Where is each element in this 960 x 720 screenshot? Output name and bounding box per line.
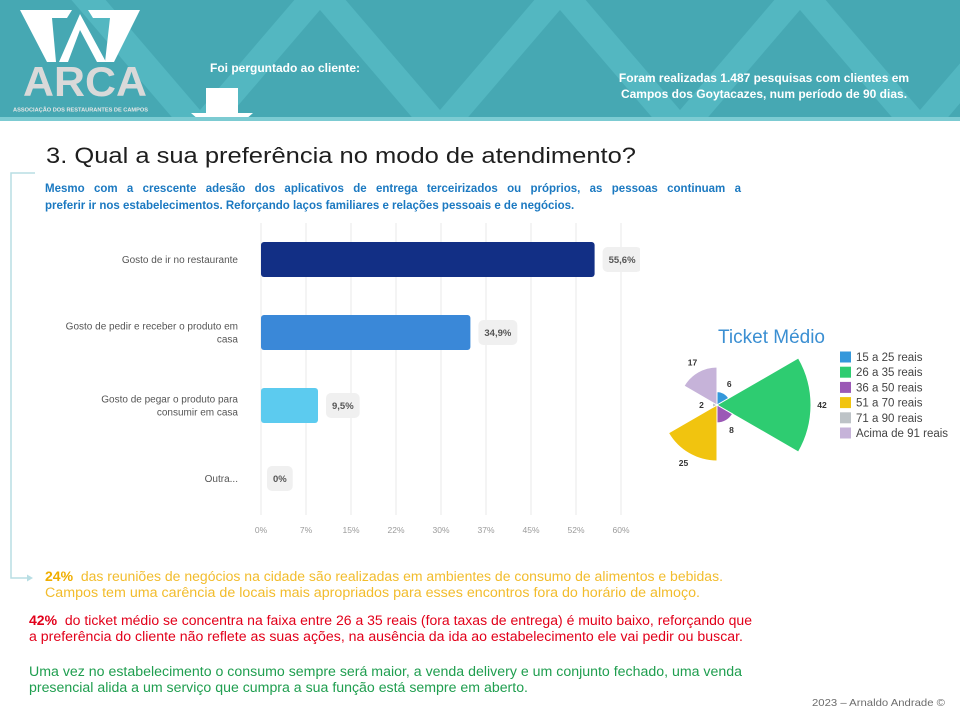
logo-name: ARCA xyxy=(23,58,147,105)
consumption-insight-text: Uma vez no estabelecimento o consumo sem… xyxy=(29,664,742,679)
header-stripe xyxy=(71,0,960,120)
x-tick-label: 0% xyxy=(255,525,268,535)
value-label: 55,6% xyxy=(609,255,636,266)
footer-credit-text: 2023 – Arnaldo Andrade © xyxy=(812,697,945,709)
legend-item: 26 a 35 reais xyxy=(840,366,923,379)
business-insight-text-2: Campos tem uma carência de locais mais a… xyxy=(45,585,700,600)
category-label: Outra... xyxy=(205,474,238,485)
value-badge: 34,9% xyxy=(478,320,518,345)
header-stripe-pattern xyxy=(71,0,960,120)
legend-label: Acima de 91 reais xyxy=(856,428,948,440)
ticket-sector-value-label: 17 xyxy=(688,358,698,368)
arrow-down-icon xyxy=(191,88,253,120)
business-insight-percentage: 24% xyxy=(45,569,74,584)
question-title: 3. Qual a sua preferência no modo de ate… xyxy=(46,143,636,169)
value-label: 34,9% xyxy=(484,328,511,339)
bar-chart-bars: 55,6% 34,9% 9,5% 0% xyxy=(261,242,640,491)
business-insight-text: das reuniões de negócios na cidade são r… xyxy=(80,569,723,584)
legend-label: 51 a 70 reais xyxy=(856,398,923,410)
survey-info-line-2: Campos dos Goytacazes, num período de 90… xyxy=(620,87,908,101)
ticket-medio-chart: Ticket Médio 6 42 8 25 2 17 15 a 25 reais 26 a… xyxy=(667,327,948,468)
value-badge: 9,5% xyxy=(326,393,360,418)
legend-item: 51 a 70 reais xyxy=(840,397,923,410)
preference-bar-chart: 55,6% 34,9% 9,5% 0% 0% 7% 15% 22% 30% 37% 45% 52% 6… xyxy=(66,223,640,535)
consumption-insight-line-1: Uma vez no estabelecimento o consumo sem… xyxy=(29,664,742,680)
survey-info: Foram realizadas 1.487 pesquisas com cli… xyxy=(590,70,938,102)
ticket-insight-percentage: 42% xyxy=(29,613,58,628)
ticket-sector-value-label: 2 xyxy=(699,400,704,410)
bar xyxy=(261,388,318,423)
ticket-insight-line-2: a preferência do cliente não reflete as … xyxy=(29,629,743,645)
business-insight-line-2: Campos tem uma carência de locais mais a… xyxy=(45,585,700,601)
logo-right-wing-shape xyxy=(88,10,140,62)
legend-item: 36 a 50 reais xyxy=(840,381,923,394)
ticket-chart-legend: 15 a 25 reais 26 a 35 reais 36 a 50 reais 5… xyxy=(840,351,948,440)
category-label: Gosto de pegar o produto para consumir em… xyxy=(101,395,238,419)
value-label: 0% xyxy=(273,474,287,485)
question-intro-label: Foi perguntado ao cliente: xyxy=(210,61,361,75)
ticket-insight-line-1: 42% do ticket médio se concentra na faix… xyxy=(29,613,752,629)
x-tick-label: 37% xyxy=(477,525,494,535)
consumption-insight-text-2: presencial alida a um serviço que cumpra… xyxy=(29,680,528,695)
value-badge: 0% xyxy=(267,466,293,491)
value-badge: 55,6% xyxy=(602,247,640,272)
x-tick-label: 60% xyxy=(612,525,629,535)
survey-info-line-1: Foram realizadas 1.487 pesquisas com cli… xyxy=(618,71,910,85)
logo-left-wing-shape xyxy=(20,10,72,62)
legend-swatch xyxy=(840,381,851,393)
bar xyxy=(261,242,595,277)
x-tick-label: 52% xyxy=(567,525,584,535)
legend-item: 15 a 25 reais xyxy=(840,351,923,364)
value-label: 9,5% xyxy=(332,401,354,412)
legend-label: 36 a 50 reais xyxy=(856,382,923,394)
ticket-sector-value-label: 42 xyxy=(817,400,827,410)
legend-swatch xyxy=(840,351,851,363)
bracket-connector-icon xyxy=(10,172,35,582)
legend-swatch xyxy=(840,397,851,409)
x-tick-label: 15% xyxy=(342,525,359,535)
footer-credit: 2023 – Arnaldo Andrade © xyxy=(812,696,945,710)
question-title-text: 3. Qual a sua preferência no modo de ate… xyxy=(46,143,636,168)
header-bottom-border xyxy=(0,117,960,121)
legend-swatch xyxy=(840,412,851,424)
legend-swatch xyxy=(840,427,851,439)
logo-tagline: ASSOCIAÇÃO DOS RESTAURANTES DE CAMPOS xyxy=(13,107,149,114)
ticket-sector-value-label: 8 xyxy=(729,425,734,435)
ticket-insight-text: do ticket médio se concentra na faixa en… xyxy=(64,613,753,628)
legend-item: 71 a 90 reais xyxy=(840,412,923,425)
consumption-insight-line-2: presencial alida a um serviço que cumpra… xyxy=(29,680,528,696)
legend-swatch xyxy=(840,366,851,378)
ticket-sector-value-label: 25 xyxy=(679,458,689,468)
ticket-sector xyxy=(716,357,812,453)
legend-item: Acima de 91 reais xyxy=(840,427,948,440)
legend-label: 15 a 25 reais xyxy=(856,352,923,364)
intro-line-1: Mesmo com a crescente adesão dos aplicat… xyxy=(45,183,741,195)
intro-line-2: preferir ir nos estabelecimentos. Reforç… xyxy=(45,200,575,212)
bar xyxy=(261,315,471,350)
arca-logo: ARCA ASSOCIAÇÃO DOS RESTAURANTES DE CAMP… xyxy=(13,10,149,114)
ticket-sector-value-label: 6 xyxy=(727,379,732,389)
ticket-sector xyxy=(667,404,718,462)
ticket-chart-sectors: 6 42 8 25 2 17 xyxy=(667,357,827,468)
x-tick-label: 22% xyxy=(387,525,404,535)
ticket-insight-text-2: a preferência do cliente não reflete as … xyxy=(29,629,743,644)
business-insight-line-1: 24% das reuniões de negócios na cidade s… xyxy=(45,569,723,585)
category-label: Gosto de ir no restaurante xyxy=(122,255,239,266)
category-label: Gosto de pedir e receber o produto em cas… xyxy=(66,322,239,346)
ticket-sector xyxy=(683,366,718,406)
x-tick-label: 45% xyxy=(522,525,539,535)
x-tick-label: 30% xyxy=(432,525,449,535)
ticket-chart-title: Ticket Médio xyxy=(718,327,825,348)
legend-label: 71 a 90 reais xyxy=(856,413,923,425)
legend-label: 26 a 35 reais xyxy=(856,367,923,379)
x-tick-label: 7% xyxy=(300,525,313,535)
header-banner: ARCA ASSOCIAÇÃO DOS RESTAURANTES DE CAMP… xyxy=(0,0,960,120)
logo-center-peak-shape xyxy=(59,14,106,62)
